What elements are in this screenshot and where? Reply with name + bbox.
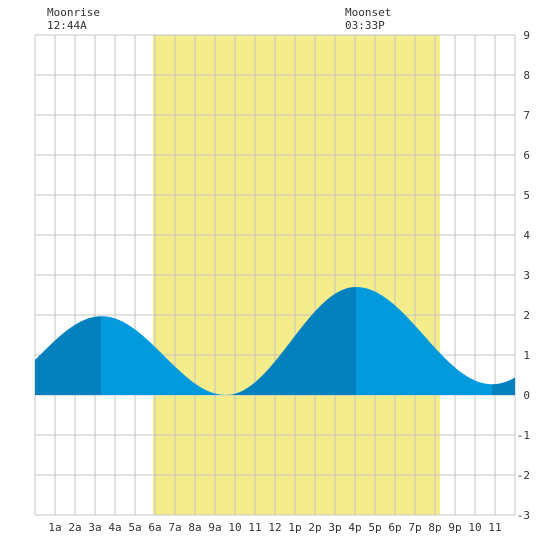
grid-lines (34, 34, 516, 516)
x-tick-label: 7a (168, 521, 181, 534)
moonrise-label: Moonrise (47, 6, 100, 19)
x-tick-label: 9a (208, 521, 221, 534)
x-tick-label: 8p (428, 521, 441, 534)
tide-segment-rising (226, 287, 356, 395)
x-tick-label: 1a (48, 521, 61, 534)
x-tick-label: 7p (408, 521, 421, 534)
y-tick-label: 2 (523, 309, 530, 322)
y-tick-label: 8 (523, 69, 530, 82)
y-tick-label: 1 (523, 349, 530, 362)
x-tick-label: 3a (88, 521, 101, 534)
x-tick-label: 5p (368, 521, 381, 534)
y-tick-label: 6 (523, 149, 530, 162)
tide-segment-rising (492, 377, 515, 395)
moonset-label: Moonset (345, 6, 392, 19)
x-tick-label: 2p (308, 521, 321, 534)
y-tick-label: -2 (517, 469, 530, 482)
y-tick-label: 7 (523, 109, 530, 122)
x-tick-label: 12 (268, 521, 281, 534)
x-tick-label: 4a (108, 521, 121, 534)
x-tick-label: 5a (128, 521, 141, 534)
x-tick-label: 8a (188, 521, 201, 534)
y-tick-label: 3 (523, 269, 530, 282)
x-tick-label: 2a (68, 521, 81, 534)
moonset-time: 03:33P (345, 19, 385, 32)
tide-area (35, 287, 515, 395)
y-tick-label: -3 (517, 509, 530, 522)
moonrise-time: 12:44A (47, 19, 87, 32)
x-tick-label: 6a (148, 521, 161, 534)
x-tick-label: 9p (448, 521, 461, 534)
tide-segment-rising (35, 316, 102, 395)
x-tick-label: 10 (468, 521, 481, 534)
y-tick-label: -1 (517, 429, 530, 442)
tide-segment-falling (356, 287, 492, 395)
x-tick-label: 6p (388, 521, 401, 534)
moonset-header: Moonset 03:33P (345, 6, 391, 32)
x-tick-label: 3p (328, 521, 341, 534)
x-tick-label: 4p (348, 521, 361, 534)
y-tick-label: 5 (523, 189, 530, 202)
y-tick-label: 4 (523, 229, 530, 242)
y-tick-label: 0 (523, 389, 530, 402)
y-tick-label: 9 (523, 29, 530, 42)
x-tick-label: 10 (228, 521, 241, 534)
x-tick-label: 11 (488, 521, 501, 534)
moonrise-header: Moonrise 12:44A (47, 6, 100, 32)
x-tick-label: 11 (248, 521, 261, 534)
x-tick-label: 1p (288, 521, 301, 534)
tide-segment-falling (101, 316, 226, 395)
